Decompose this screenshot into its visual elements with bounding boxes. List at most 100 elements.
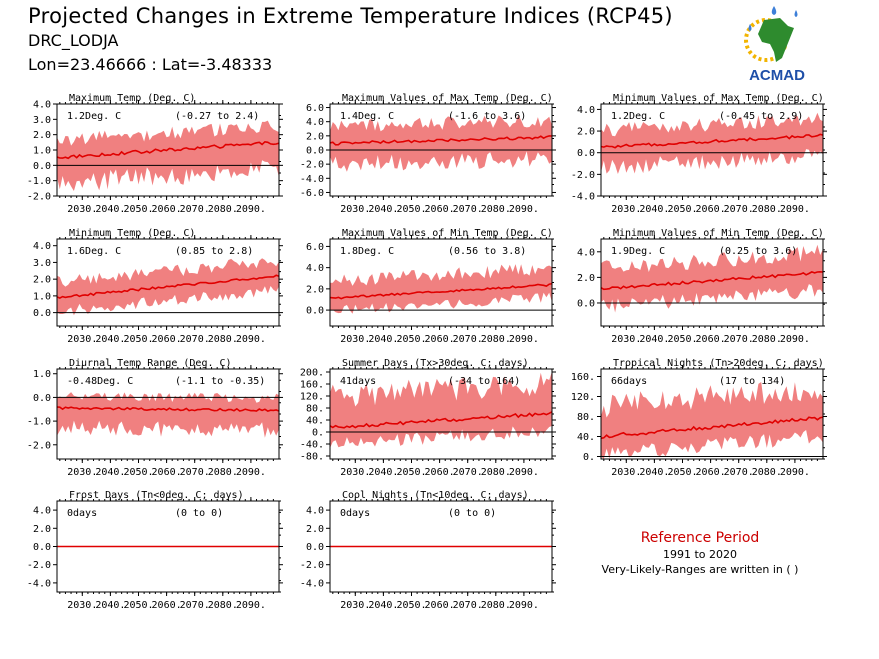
x-tick-label: 2060. (425, 600, 455, 611)
x-tick-label: 2050. (667, 334, 697, 345)
x-tick-label: 2090. (236, 204, 266, 215)
change-value-label: 1.2Deg. C (67, 111, 121, 122)
likely-range-label: (-1.1 to -0.35) (175, 376, 265, 387)
chart-title: Diurnal Temp Range (Deg. C) (69, 358, 232, 369)
uncertainty-band (330, 264, 552, 314)
y-tick-label: -2.0 (571, 170, 595, 181)
x-tick-label: 2040. (639, 334, 669, 345)
median-line (56, 140, 280, 160)
change-value-label: 0days (67, 508, 97, 519)
y-tick-label: -4.0 (300, 174, 324, 185)
uncertainty-band (601, 244, 823, 313)
likely-range-label: (-0.27 to 2.4) (175, 111, 259, 122)
y-tick-label: 160. (571, 372, 595, 383)
y-tick-label: 4.0 (306, 117, 324, 128)
y-tick-label: 0. (583, 452, 595, 463)
chart-title: Maximum Values of Max Temp (Deg. C) (342, 93, 553, 104)
x-tick-label: 2080. (208, 600, 238, 611)
x-tick-label: 2030. (340, 467, 370, 478)
x-tick-label: 2080. (208, 334, 238, 345)
chart-panel: 4.0 2.0 0.0 2030.2040.2050.2060.2070.2080.2… (577, 228, 827, 345)
x-tick-label: 2030. (611, 204, 641, 215)
y-tick-label: 120. (300, 392, 324, 403)
x-tick-label: 2060. (425, 467, 455, 478)
y-tick-label: 0.0 (577, 298, 595, 309)
x-tick-label: 2090. (509, 204, 539, 215)
x-tick-label: 2080. (208, 204, 238, 215)
x-tick-label: 2050. (396, 600, 426, 611)
likely-range-label: (0 to 0) (175, 508, 223, 519)
y-tick-label: 4.0 (306, 506, 324, 517)
y-tick-label: 2.0 (577, 127, 595, 138)
y-tick-label: 4.0 (306, 263, 324, 274)
acmad-logo: ACMAD (744, 6, 805, 84)
x-tick-label: 2040. (368, 600, 398, 611)
chart-title: Maximum Temp (Deg. C) (69, 93, 195, 104)
likely-range-label: (0.56 to 3.8) (448, 246, 526, 257)
y-tick-label: -6.0 (300, 188, 324, 199)
likely-range-label: (0 to 0) (448, 508, 496, 519)
x-tick-label: 2090. (780, 204, 810, 215)
chart-title: Minimum Values of Max Temp (Deg. C) (613, 93, 824, 104)
median-line (329, 135, 553, 146)
x-tick-label: 2030. (67, 600, 97, 611)
chart-title: Summer Days (Tx>30deg. C; days) (342, 358, 529, 369)
x-tick-label: 2030. (340, 334, 370, 345)
x-tick-label: 2040. (639, 467, 669, 478)
y-tick-label: 40. (577, 432, 595, 443)
x-tick-label: 2040. (368, 204, 398, 215)
y-tick-label: 2.0 (306, 131, 324, 142)
y-tick-label: 0.0 (306, 306, 324, 317)
x-tick-label: 2070. (453, 204, 483, 215)
uncertainty-band (601, 112, 823, 174)
x-tick-label: 2090. (509, 467, 539, 478)
chart-panel: 4.0 3.0 2.0 1.0 0.0 2030.2040.2050.2060.2070.… (33, 228, 283, 345)
y-tick-label: 4.0 (577, 105, 595, 116)
x-tick-label: 2060. (696, 204, 726, 215)
chart-panel: 160. 120. 80. 40. 0. 2030.2040.2050.2060.2070… (571, 358, 827, 478)
y-tick-label: -2.0 (300, 560, 324, 571)
y-tick-label: 0.0 (33, 542, 51, 553)
y-tick-label: -2.0 (27, 560, 51, 571)
x-tick-label: 2080. (752, 334, 782, 345)
x-tick-label: 2090. (509, 600, 539, 611)
x-tick-label: 2070. (180, 204, 210, 215)
y-tick-label: 0. (312, 428, 324, 439)
chart-title: Cool Nights (Tn<10deg. C; days) (342, 490, 529, 501)
y-tick-label: -80. (300, 452, 324, 463)
x-tick-label: 2040. (368, 467, 398, 478)
chart-panel: 1.00.0-1.0-2.02030.2040.2050.2060.2070.2… (27, 358, 283, 478)
page-title: Projected Changes in Extreme Temperature… (28, 4, 673, 28)
y-tick-label: -2.0 (27, 440, 51, 451)
x-tick-label: 2050. (667, 204, 697, 215)
x-tick-label: 2050. (667, 467, 697, 478)
y-tick-label: 160. (300, 380, 324, 391)
reference-note: Very-Likely-Ranges are written in ( ) (601, 563, 799, 576)
change-value-label: 1.4Deg. C (340, 111, 394, 122)
change-value-label: 41days (340, 376, 376, 387)
y-tick-label: -4.0 (300, 578, 324, 589)
x-tick-label: 2090. (509, 334, 539, 345)
y-tick-label: -40. (300, 440, 324, 451)
likely-range-label: (-34 to 164) (448, 376, 520, 387)
x-tick-label: 2040. (95, 204, 125, 215)
x-tick-label: 2080. (481, 600, 511, 611)
y-tick-label: 1.0 (33, 291, 51, 302)
y-tick-label: 4.0 (577, 247, 595, 258)
x-tick-label: 2030. (611, 334, 641, 345)
y-tick-label: 80. (577, 412, 595, 423)
africa-map-sun-icon (744, 6, 798, 62)
chart-title: Minimum Values of Min Temp (Deg. C) (613, 228, 824, 239)
x-tick-label: 2030. (340, 204, 370, 215)
x-tick-label: 2090. (780, 334, 810, 345)
y-tick-label: 2.0 (33, 275, 51, 286)
x-tick-label: 2070. (180, 600, 210, 611)
x-tick-label: 2060. (152, 204, 182, 215)
y-tick-label: -1.0 (27, 176, 51, 187)
x-tick-label: 2090. (236, 334, 266, 345)
x-tick-label: 2070. (724, 204, 754, 215)
x-tick-label: 2070. (180, 467, 210, 478)
x-tick-label: 2030. (67, 334, 97, 345)
x-tick-label: 2090. (236, 600, 266, 611)
y-tick-label: 4.0 (33, 241, 51, 252)
